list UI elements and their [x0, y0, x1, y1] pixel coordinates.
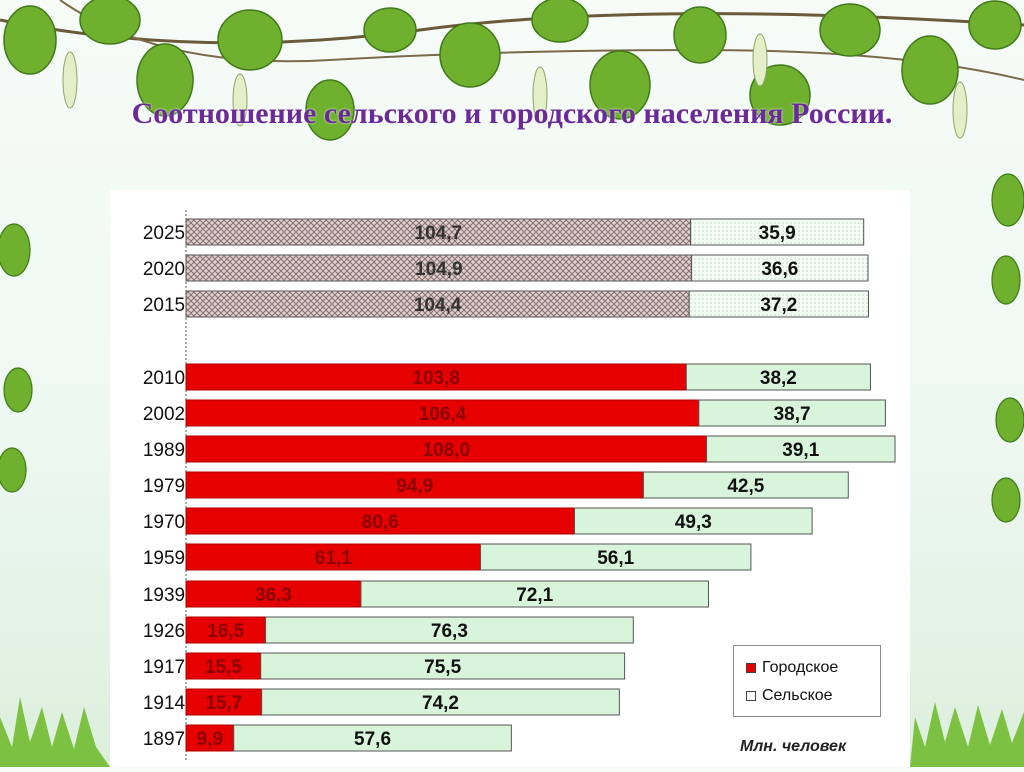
legend-label-urban: Городское: [762, 659, 839, 676]
y-tick-label: 2015: [143, 295, 185, 316]
rural-value-label: 39,1: [782, 440, 819, 461]
legend-item-rural: Сельское: [746, 682, 880, 710]
urban-bar: [185, 652, 262, 680]
left-leaves-decoration: [0, 223, 33, 493]
birch-leaves-decoration: [0, 0, 1024, 141]
rural-value-label: 49,3: [675, 512, 712, 533]
slide-title: Соотношение сельского и городского насел…: [131, 97, 893, 130]
rural-value-label: 38,2: [760, 368, 797, 389]
rural-bar: [685, 363, 871, 391]
urban-value-label: 80,6: [362, 512, 399, 533]
urban-bar: [185, 580, 362, 608]
y-tick-label: 1939: [143, 585, 185, 606]
urban-bar: [185, 471, 644, 499]
rural-value-label: 38,7: [774, 404, 811, 425]
rural-value-label: 37,2: [760, 295, 797, 316]
rural-value-label: 57,6: [354, 729, 391, 750]
rural-bar: [706, 435, 896, 463]
rural-value-label: 36,6: [761, 259, 798, 280]
rural-bar: [265, 616, 634, 644]
urban-value-label: 104,7: [415, 223, 463, 244]
rural-bar: [642, 471, 849, 499]
rural-bar: [573, 507, 813, 535]
rural-bar: [480, 543, 752, 571]
rural-value-label: 75,5: [424, 657, 461, 678]
urban-bar: [185, 290, 690, 318]
urban-value-label: 106,4: [419, 404, 467, 425]
urban-value-label: 108,0: [423, 440, 471, 461]
y-tick-label: 1917: [143, 657, 185, 678]
y-tick-label: 2010: [143, 368, 185, 389]
rural-bar: [690, 218, 865, 246]
units-label: Млн. человек: [740, 738, 847, 755]
y-tick-label: 2025: [143, 223, 185, 244]
rural-value-label: 56,1: [597, 548, 634, 569]
rural-bar: [233, 724, 512, 752]
rural-value-label: 35,9: [759, 223, 796, 244]
population-bar-chart: 2025 104,7 35,9 2020 104,9 36,6 2015 104,4 37,2 2…: [143, 210, 896, 760]
y-tick-label: 1926: [143, 621, 185, 642]
y-tick-label: 1914: [143, 693, 186, 714]
urban-value-label: 61,1: [315, 548, 352, 569]
urban-bar: [185, 435, 708, 463]
urban-bar: [185, 724, 235, 752]
y-tick-label: 1959: [143, 548, 185, 569]
y-tick-label: 1970: [143, 512, 185, 533]
chart-legend: Городское Сельское: [733, 645, 881, 717]
rural-value-label: 42,5: [727, 476, 764, 497]
rural-value-label: 76,3: [431, 621, 468, 642]
y-tick-label: 1979: [143, 476, 185, 497]
y-tick-label: 1989: [143, 440, 185, 461]
grass-decoration: [0, 697, 1024, 767]
rural-bar: [691, 254, 869, 282]
rural-bar: [260, 652, 626, 680]
urban-bar: [185, 507, 575, 535]
urban-value-label: 16,5: [207, 621, 244, 642]
y-tick-label: 2002: [143, 404, 185, 425]
rural-value-label: 72,1: [516, 585, 553, 606]
rural-bar: [360, 580, 709, 608]
y-tick-label: 2020: [143, 259, 185, 280]
urban-value-label: 36,3: [255, 585, 292, 606]
legend-label-rural: Сельское: [762, 687, 833, 704]
urban-value-label: 9,9: [197, 729, 223, 750]
urban-bar: [185, 218, 692, 246]
urban-value-label: 15,5: [205, 657, 242, 678]
rural-bar: [698, 399, 886, 427]
legend-item-urban: Городское: [746, 654, 880, 682]
y-tick-label: 1897: [143, 729, 185, 750]
urban-value-label: 94,9: [396, 476, 433, 497]
right-leaves-decoration: [991, 173, 1024, 523]
rural-value-label: 74,2: [422, 693, 459, 714]
urban-bar: [185, 254, 693, 282]
legend-swatch-rural: [746, 691, 756, 701]
urban-value-label: 104,4: [414, 295, 462, 316]
rural-bar: [261, 688, 620, 716]
legend-swatch-urban: [746, 663, 756, 673]
rural-bar: [688, 290, 870, 318]
urban-value-label: 104,9: [415, 259, 463, 280]
urban-value-label: 15,7: [205, 693, 242, 714]
urban-value-label: 103,8: [412, 368, 460, 389]
